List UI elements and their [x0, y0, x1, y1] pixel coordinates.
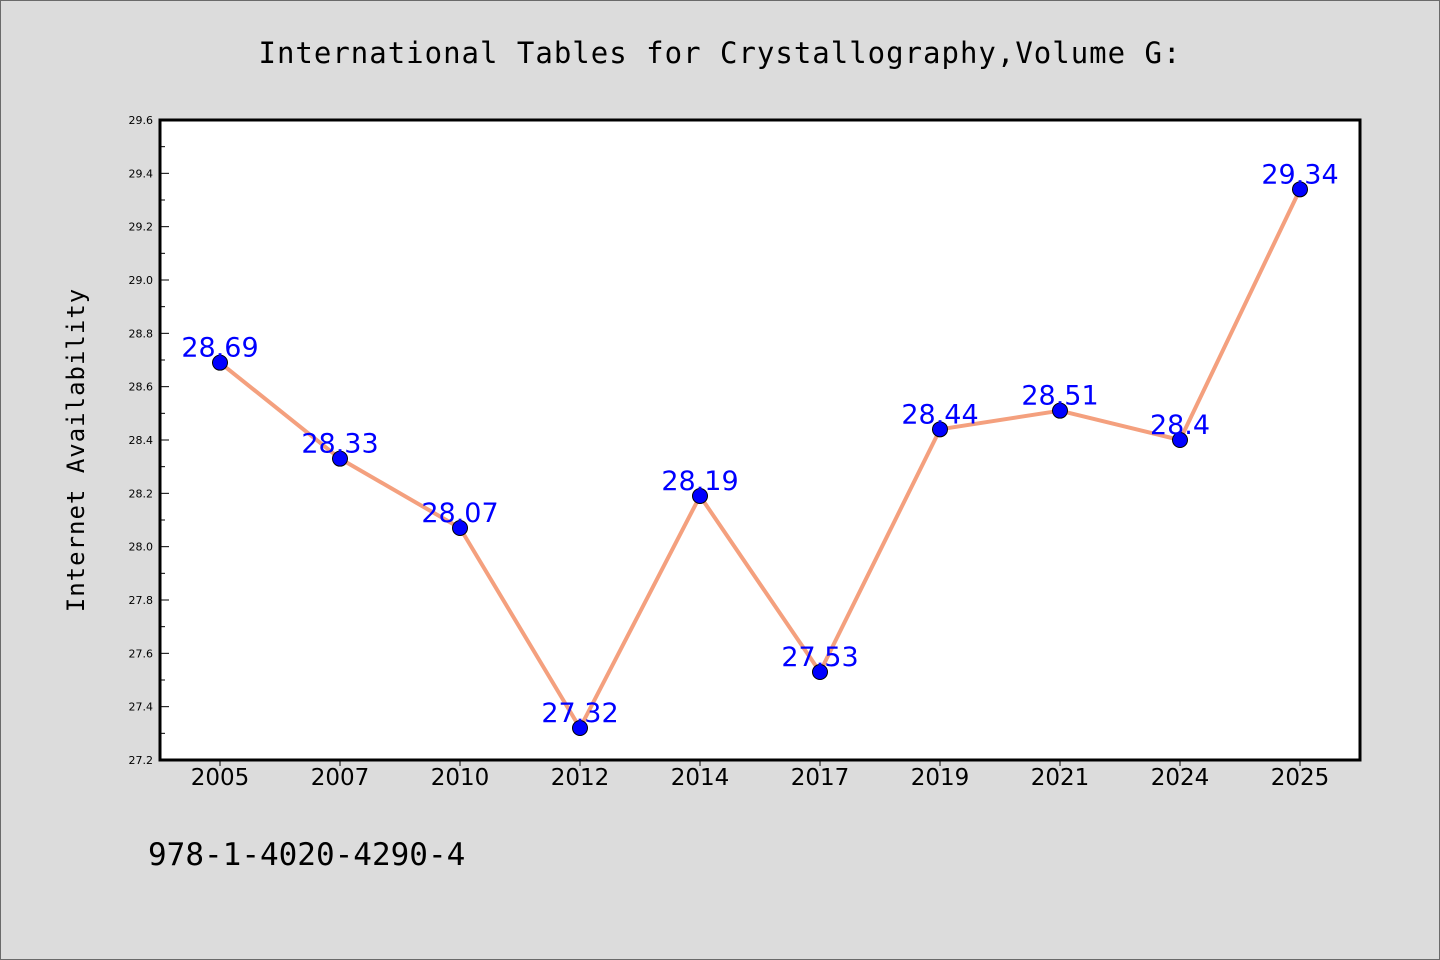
x-axis: 2005 2007 2010 2012 2014 2017 2019 2021 2024 2025 — [191, 760, 1330, 791]
y-tick-label: 29.4 — [129, 167, 154, 180]
x-tick-label: 2007 — [311, 765, 370, 791]
x-tick-label: 2014 — [671, 765, 730, 791]
plot-area — [160, 120, 1360, 760]
y-tick-label: 27.6 — [129, 647, 154, 660]
y-tick-label: 27.2 — [129, 754, 154, 767]
isbn-footer: 978-1-4020-4290-4 — [148, 837, 465, 873]
x-tick-label: 2012 — [551, 765, 610, 791]
x-tick-label: 2005 — [191, 765, 250, 791]
data-point — [692, 488, 708, 504]
x-tick-label: 2019 — [911, 765, 970, 791]
data-point — [572, 720, 588, 736]
y-axis-label: Internet Availability — [62, 288, 90, 612]
data-point — [212, 354, 228, 371]
y-tick-label: 28.4 — [129, 434, 154, 447]
x-tick-label: 2024 — [1151, 765, 1210, 791]
data-point — [452, 520, 468, 536]
y-tick-label: 28.2 — [129, 487, 154, 500]
y-axis: 27.2 27.4 27.6 27.8 28.0 28.2 28.4 28.6 28.8 29.0… — [129, 114, 169, 767]
plot-border — [158, 118, 1362, 762]
x-tick-label: 2017 — [791, 765, 850, 791]
data-point — [1172, 432, 1188, 448]
y-tick-label: 27.8 — [129, 594, 154, 607]
y-tick-label: 27.4 — [129, 701, 154, 714]
y-tick-label: 28.6 — [129, 381, 154, 394]
data-label: 27.53 — [781, 642, 858, 673]
series-line — [218, 188, 1302, 730]
series-group — [212, 181, 1308, 736]
data-point — [812, 664, 828, 680]
data-labels: 28.69 28.33 28.07 27.32 28.19 27.53 28.44 28.51… — [181, 159, 1338, 729]
data-label: 27.32 — [541, 698, 618, 729]
data-label: 28.19 — [661, 466, 738, 497]
y-tick-label: 29.0 — [129, 274, 154, 287]
data-point — [1292, 181, 1308, 198]
y-tick-label: 29.2 — [129, 221, 154, 234]
data-point — [932, 421, 948, 438]
y-tick-label: 28.0 — [129, 541, 154, 554]
data-label: 28.33 — [301, 429, 378, 460]
data-label: 28.44 — [901, 399, 978, 430]
x-tick-label: 2010 — [431, 765, 490, 791]
data-point — [332, 450, 348, 467]
data-label: 28.69 — [181, 333, 258, 364]
data-label: 29.34 — [1261, 159, 1338, 190]
data-label: 28.4 — [1150, 410, 1210, 441]
x-tick-label: 2021 — [1031, 765, 1090, 791]
data-point — [1052, 402, 1068, 419]
data-label: 28.07 — [421, 498, 498, 529]
x-tick-label: 2025 — [1271, 765, 1330, 791]
data-label: 28.51 — [1021, 381, 1098, 412]
y-tick-label: 28.8 — [129, 327, 154, 340]
y-tick-label: 29.6 — [129, 114, 154, 127]
chart-title: International Tables for Crystallography… — [259, 36, 1182, 70]
